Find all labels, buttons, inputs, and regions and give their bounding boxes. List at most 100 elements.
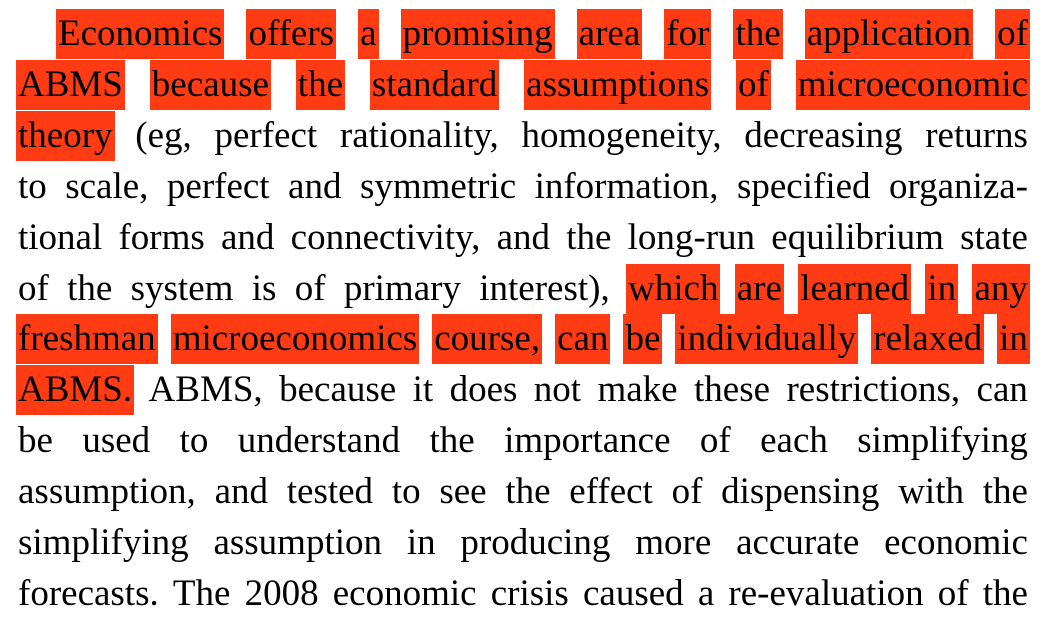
highlighted-word: of <box>736 59 771 110</box>
highlighted-word: microeconomics <box>170 314 420 365</box>
word: simplifying <box>18 522 189 563</box>
word: (eg, <box>135 114 192 156</box>
word: symmetric <box>359 165 517 207</box>
word: assumption <box>213 522 382 563</box>
word: producing <box>460 522 611 563</box>
text-line: simplifying assumption in producing more accu… <box>18 518 1028 568</box>
word: restrictions, <box>786 369 961 411</box>
word: of <box>18 267 49 309</box>
word: perfect <box>214 114 318 156</box>
word: tional <box>18 216 103 258</box>
word: primary <box>343 267 461 309</box>
highlighted-word: microeconomic <box>795 59 1030 110</box>
text-line: forecasts. The 2008 economic crisis caused a re… <box>18 569 1028 619</box>
highlighted-word: be <box>623 314 663 365</box>
highlighted-word: in <box>925 263 959 314</box>
highlighted-word: offers <box>246 9 337 59</box>
word: each <box>760 420 828 462</box>
highlighted-word: theory <box>16 110 115 161</box>
word: the <box>67 267 113 309</box>
text-line: freshman microeconomics course, can be indivi… <box>16 314 1030 365</box>
highlighted-word: promising <box>400 9 555 59</box>
word: to <box>18 165 47 207</box>
word: forecasts. <box>18 572 159 614</box>
highlighted-word: are <box>734 263 784 314</box>
word: the <box>429 420 475 462</box>
word: caused <box>583 572 684 614</box>
word: economic <box>884 522 1028 563</box>
word: perfect <box>166 165 270 207</box>
word: the <box>982 471 1028 513</box>
word: more <box>635 522 712 563</box>
word: and <box>496 216 551 258</box>
text-line: theory (eg, perfect rationality, homogeneity… <box>16 110 1028 161</box>
highlighted-word: ABMS <box>16 59 125 110</box>
word: rationality, <box>339 114 499 156</box>
text-line: assumption, and tested to see the effect of disp… <box>18 467 1028 517</box>
word: can <box>976 369 1028 411</box>
word: dispensing <box>721 471 880 513</box>
word: not <box>533 369 582 411</box>
highlighted-word: course, <box>432 314 543 365</box>
word: re-evaluation <box>728 572 924 614</box>
word: these <box>694 369 771 411</box>
word: because <box>279 369 397 411</box>
word: a <box>697 572 715 614</box>
word: The <box>172 572 231 614</box>
word: to <box>391 471 421 513</box>
word: information, <box>534 165 719 207</box>
word: scale, <box>65 165 149 207</box>
word: is <box>251 267 277 309</box>
text-line: ABMS because the standard assumptions of micro… <box>16 59 1030 110</box>
highlighted-word: the <box>733 9 783 59</box>
highlighted-word: the <box>295 59 345 110</box>
highlighted-word: learned <box>798 263 912 314</box>
highlighted-word: in <box>997 314 1030 365</box>
word: accurate <box>736 522 860 563</box>
text-line: of the system is of primary interest), which are… <box>18 263 1030 314</box>
word: importance <box>504 420 671 462</box>
highlighted-word: application <box>804 9 974 59</box>
text-line: be used to understand the importance of each sim… <box>18 416 1028 466</box>
highlighted-word: Economics <box>56 9 225 59</box>
word: returns <box>925 114 1028 156</box>
word: of <box>294 267 326 309</box>
word: effect <box>569 471 653 513</box>
word: to <box>179 420 209 462</box>
word: it <box>412 369 434 411</box>
highlighted-word: relaxed <box>871 314 985 365</box>
highlighted-word: assumptions <box>524 59 712 110</box>
word: connectivity, <box>290 216 481 258</box>
word: economic <box>332 572 477 614</box>
word: the <box>982 572 1028 614</box>
word: understand <box>237 420 401 462</box>
word: specified <box>736 165 871 207</box>
word: organiza- <box>888 165 1028 207</box>
word: make <box>597 369 678 411</box>
highlighted-word: which <box>626 263 721 314</box>
word: state <box>960 216 1028 258</box>
word: ABMS, <box>148 369 263 411</box>
word: equilibrium <box>771 216 944 258</box>
word: system <box>130 267 234 309</box>
word: see <box>439 471 487 513</box>
highlighted-word: individually <box>675 314 859 365</box>
word: interest), <box>479 267 610 309</box>
word: crisis <box>490 572 569 614</box>
word: simplifying <box>857 420 1028 462</box>
highlighted-word: standard <box>369 59 500 110</box>
word: and <box>214 471 268 513</box>
word: long-run <box>627 216 756 258</box>
word: of <box>699 420 731 462</box>
highlighted-word: area <box>576 9 643 59</box>
word: tested <box>286 471 374 513</box>
highlighted-word: for <box>664 9 712 59</box>
word: in <box>406 522 436 563</box>
word: and <box>221 216 275 258</box>
text-line: tional forms and connectivity, and the long-ru… <box>18 213 1028 263</box>
word: with <box>898 471 964 513</box>
highlighted-word: a <box>358 9 379 59</box>
word: and <box>288 165 342 207</box>
text-line: Economics offers a promising area for the appli… <box>56 9 1030 59</box>
